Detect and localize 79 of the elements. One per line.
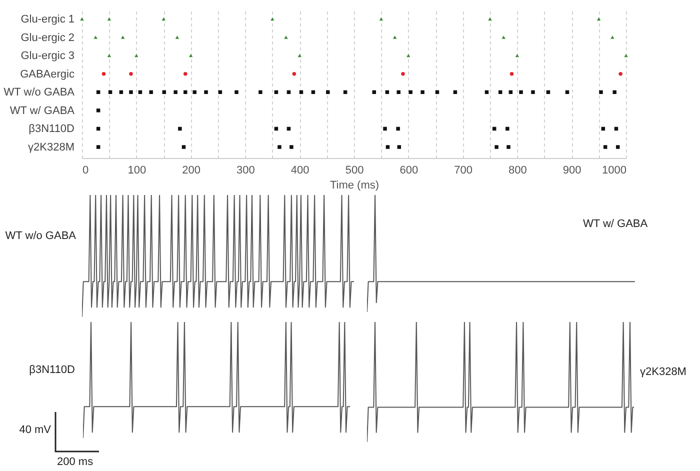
- point: [531, 90, 535, 94]
- point: [174, 90, 178, 94]
- point: [396, 90, 400, 94]
- y-tick-label: γ2K328M: [28, 142, 74, 154]
- point: [401, 72, 405, 76]
- point: [258, 90, 262, 94]
- x-tick-label: 900: [562, 164, 582, 176]
- point: [618, 72, 622, 76]
- x-tick-label: 600: [400, 164, 418, 176]
- y-tick-label: β3N110D: [28, 123, 75, 136]
- text: γ2K328M: [640, 366, 686, 379]
- point: [624, 54, 628, 58]
- point: [96, 145, 100, 149]
- point: [94, 36, 98, 39]
- x-tick-label: 0: [82, 164, 89, 176]
- point: [290, 145, 294, 149]
- point: [420, 90, 424, 94]
- x-tick-label: 500: [345, 164, 364, 176]
- point: [519, 90, 523, 94]
- point: [183, 72, 188, 76]
- point: [182, 145, 186, 149]
- point: [612, 90, 616, 94]
- point: [397, 145, 402, 149]
- x-tick-label: 300: [236, 164, 255, 176]
- point: [234, 90, 238, 94]
- point: [188, 54, 193, 58]
- y-tick-label: Glu-ergic 1: [20, 13, 74, 26]
- point: [392, 36, 397, 39]
- y-tick-label: GABAergic: [20, 68, 75, 80]
- point: [292, 72, 296, 76]
- point: [129, 90, 133, 94]
- point: [596, 17, 601, 21]
- point: [204, 90, 208, 94]
- point: [506, 145, 510, 149]
- point: [515, 54, 520, 58]
- point: [603, 145, 608, 149]
- x-axis-title: Time (ms): [330, 180, 380, 192]
- point: [284, 36, 288, 39]
- text: 40 mV: [19, 424, 51, 437]
- point: [278, 145, 282, 149]
- point: [175, 36, 180, 39]
- point: [107, 54, 112, 58]
- point: [178, 126, 182, 131]
- point: [96, 108, 100, 112]
- point: [80, 17, 84, 21]
- y-tick-label: WT w/ GABA: [10, 104, 76, 117]
- point: [488, 17, 492, 21]
- point: [270, 17, 274, 21]
- point: [610, 36, 614, 39]
- point: [494, 145, 498, 149]
- point: [162, 17, 166, 21]
- y-tick-label: WT w/o GABA: [4, 86, 76, 99]
- point: [383, 126, 387, 131]
- point: [107, 17, 112, 21]
- point: [192, 90, 196, 94]
- point: [506, 126, 510, 131]
- point: [102, 72, 106, 76]
- text: 200 ms: [57, 456, 94, 469]
- point: [502, 36, 506, 39]
- x-tick-label: 200: [182, 164, 200, 176]
- point: [408, 90, 412, 94]
- x-tick-label: 800: [508, 164, 527, 176]
- x-tick-label: 1000: [602, 164, 626, 176]
- text: WT w/ GABA: [583, 218, 648, 231]
- point: [599, 90, 603, 94]
- x-tick-label: 100: [128, 164, 146, 176]
- x-tick-label: 700: [454, 164, 472, 176]
- point: [510, 72, 514, 76]
- point: [149, 90, 153, 94]
- y-tick-label: Glu-ergic 2: [20, 32, 74, 44]
- point: [386, 145, 390, 149]
- point: [120, 36, 125, 39]
- x-tick-label: 400: [290, 164, 310, 176]
- point: [616, 145, 620, 149]
- point: [326, 90, 330, 94]
- point: [129, 72, 133, 76]
- y-tick-label: Glu-ergic 3: [20, 50, 74, 62]
- point: [396, 126, 400, 131]
- point: [379, 17, 384, 21]
